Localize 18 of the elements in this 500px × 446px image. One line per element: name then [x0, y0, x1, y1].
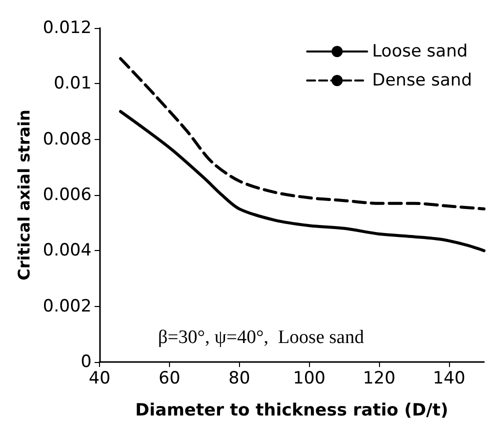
x-tick-label: 80	[228, 368, 250, 388]
line-series	[119, 110, 486, 252]
line-series	[119, 57, 486, 210]
x-tick-label: 120	[362, 368, 396, 388]
x-tick-label: 140	[432, 368, 466, 388]
y-tick-label: 0.002	[42, 296, 92, 316]
y-tick-label: 0.012	[42, 18, 92, 38]
x-tick-label: 60	[158, 368, 180, 388]
x-axis-title: Diameter to thickness ratio (D/t)	[135, 400, 448, 420]
y-tick-label: 0.006	[42, 185, 92, 205]
y-tick-label: 0.01	[54, 74, 92, 94]
x-tick-label: 100	[293, 368, 326, 388]
annotation: β=30°, ψ=40°, Loose sand	[158, 327, 364, 348]
legend-label: Loose sand	[372, 42, 468, 62]
y-tick-label: 0.004	[42, 240, 92, 261]
legend-label: Dense sand	[372, 70, 472, 90]
y-tick-label: 0.008	[42, 129, 92, 150]
y-axis-title: Critical axial strain	[14, 110, 34, 280]
